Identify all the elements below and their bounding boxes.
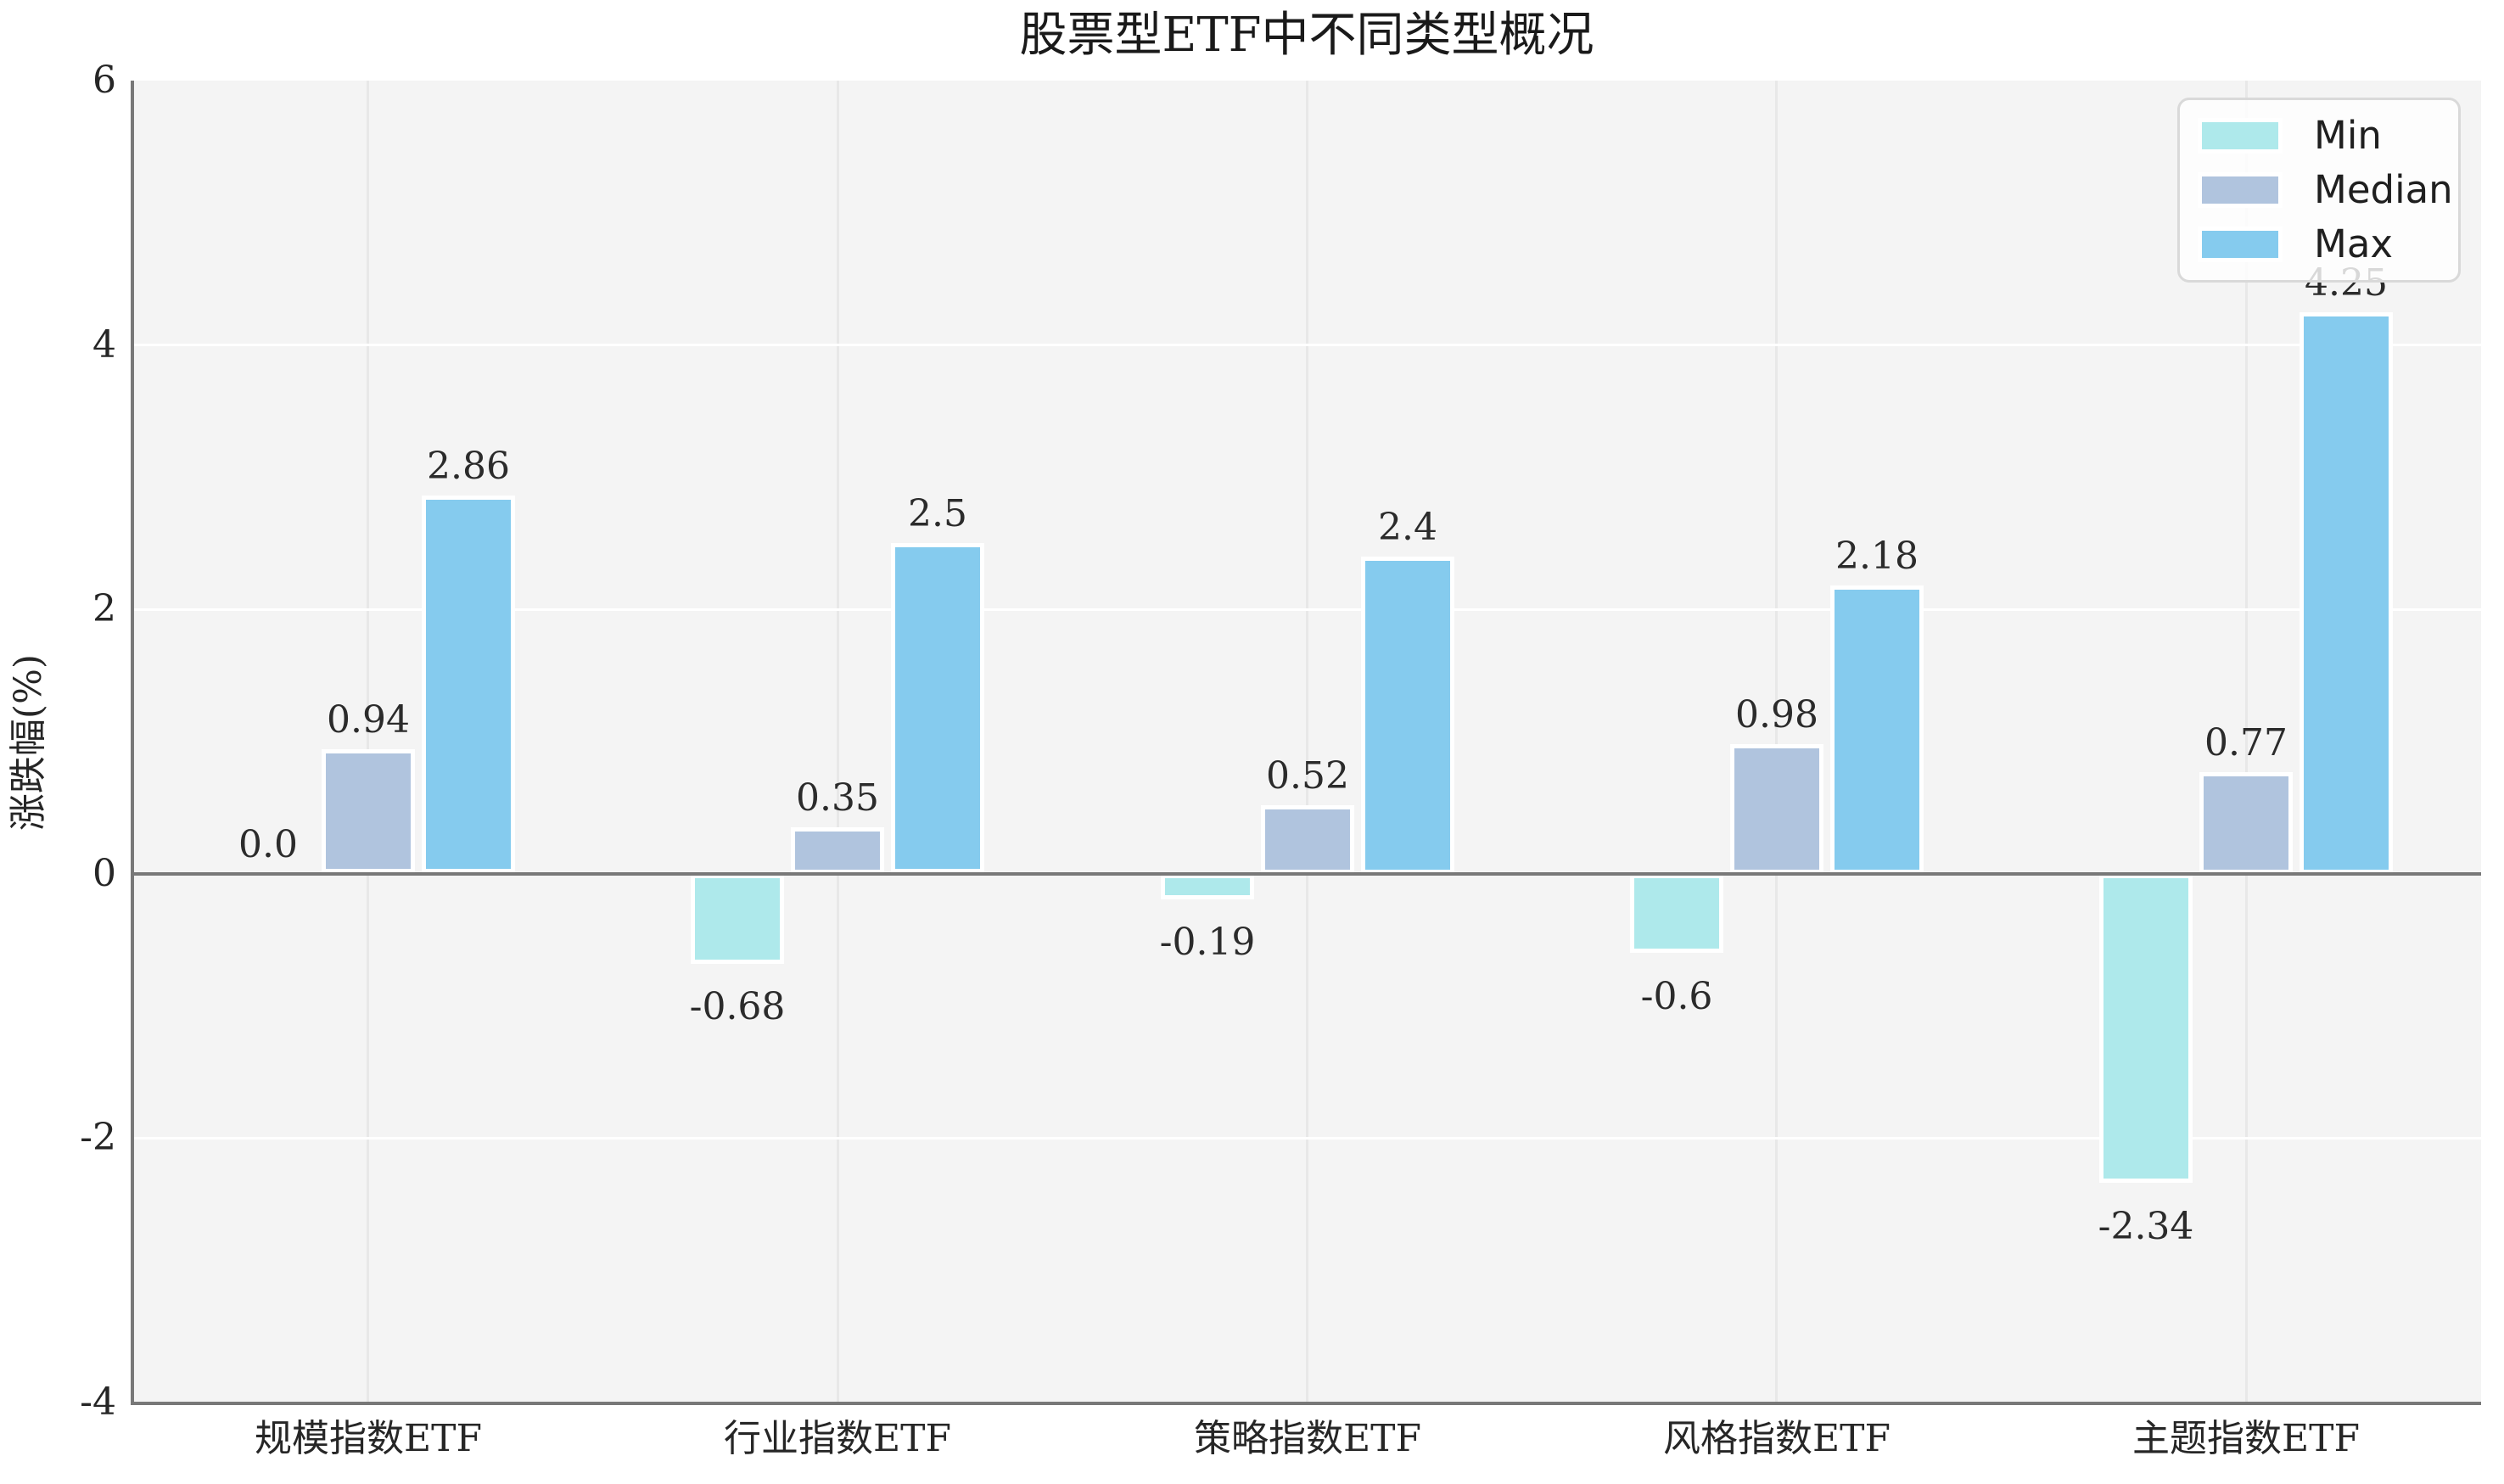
data-label: 2.4 [1378,506,1437,549]
bar-max-3 [1361,557,1454,874]
bar-min-5 [2099,874,2193,1183]
y-tick-label: 0 [92,852,116,895]
legend-label: Median [2314,167,2453,212]
y-axis-line [131,81,134,1404]
bar-median-1 [322,749,415,873]
v-gridline [837,81,839,1402]
legend-item-median: Median [2180,169,2458,211]
x-axis-line [131,1402,2481,1405]
legend-item-min: Min [2180,115,2458,157]
data-label: 0.94 [327,698,410,742]
x-tick-label: 风格指数ETF [1663,1417,1891,1460]
legend: Min Median Max [2177,98,2461,283]
v-gridline [1775,81,1778,1402]
y-tick-label: 6 [92,59,116,102]
bar-median-2 [791,827,884,874]
v-gridline [367,81,369,1402]
x-tick-label: 主题指数ETF [2132,1417,2360,1460]
bar-median-3 [1261,805,1354,874]
y-tick-label: 4 [92,323,116,367]
bar-max-2 [891,543,984,873]
data-label: -0.68 [689,985,786,1028]
data-label: 0.77 [2204,721,2288,764]
data-label: 0.98 [1735,693,1818,736]
bar-median-4 [1730,744,1823,874]
data-label: 2.86 [427,445,510,488]
y-tick-label: -2 [80,1116,116,1159]
legend-swatch-min [2202,122,2278,149]
y-tick-label: -4 [80,1380,116,1424]
bar-min-2 [691,874,784,964]
data-label: -2.34 [2098,1205,2194,1248]
bar-min-3 [1161,874,1254,899]
legend-label: Min [2314,113,2382,158]
legend-label: Max [2314,221,2394,266]
y-tick-label: 2 [92,587,116,630]
data-label: 2.5 [908,492,967,535]
data-label: 0.0 [238,823,298,866]
data-label: 0.52 [1266,754,1349,798]
data-label: 2.18 [1835,535,1919,578]
data-label: 0.35 [796,776,879,820]
x-tick-label: 策略指数ETF [1194,1417,1421,1460]
x-tick-label: 规模指数ETF [255,1417,482,1460]
bar-max-4 [1830,585,1924,874]
bar-min-4 [1630,874,1723,953]
v-gridline [2245,81,2248,1402]
y-axis-label: 涨跌幅(%) [7,653,50,832]
legend-item-max: Max [2180,223,2458,266]
data-label: -0.6 [1640,975,1713,1018]
legend-swatch-max [2202,231,2278,258]
bar-max-1 [422,496,515,873]
h-gridline [133,344,2481,346]
legend-swatch-median [2202,176,2278,204]
v-gridline [1306,81,1308,1402]
bar-median-5 [2199,772,2293,874]
h-gridline [133,1137,2481,1140]
zero-line [133,872,2481,876]
data-label: -0.19 [1159,921,1256,964]
x-tick-label: 行业指数ETF [724,1417,951,1460]
bar-max-5 [2300,312,2393,874]
chart-title: 股票型ETF中不同类型概况 [1019,8,1594,63]
h-gridline [133,608,2481,611]
